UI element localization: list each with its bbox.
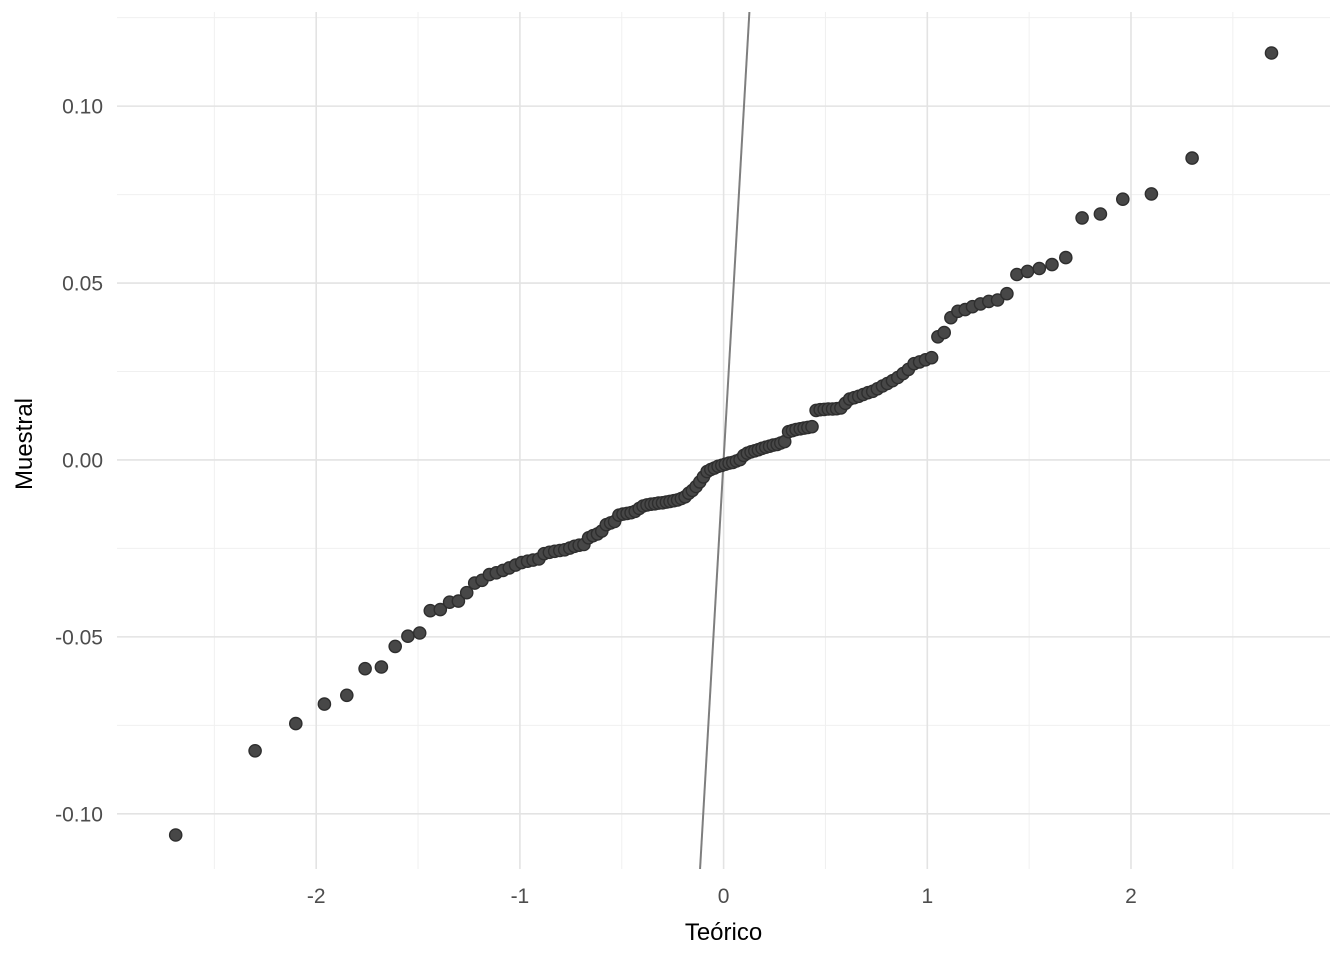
data-point (1093, 207, 1108, 221)
data-point (401, 629, 415, 644)
data-point (168, 828, 183, 842)
data-point (248, 744, 262, 758)
data-point (1264, 46, 1279, 60)
data-point (339, 688, 354, 703)
x-tick-label: 1 (921, 885, 933, 908)
data-point (1059, 250, 1073, 265)
x-axis-title: Teórico (685, 919, 762, 946)
y-tick-label: 0.00 (62, 449, 103, 472)
y-tick-label: -0.05 (55, 626, 103, 649)
data-point (805, 419, 819, 434)
data-point (288, 716, 303, 731)
data-point (1000, 286, 1014, 301)
grid-major-lines (117, 12, 1330, 869)
y-tick-label: -0.10 (55, 803, 103, 826)
data-point (1032, 261, 1047, 276)
identity-reference-line (699, 11, 751, 870)
x-tick-label: 0 (718, 885, 730, 908)
identity-reference-line-group (699, 11, 751, 870)
data-point (433, 602, 448, 617)
qq-points-group (168, 46, 1279, 842)
y-axis-tick-labels: 0.10 0.05 0.00 -0.05 -0.10 (55, 96, 103, 827)
data-point (1045, 257, 1059, 272)
data-point (388, 639, 403, 654)
data-point (1020, 264, 1035, 279)
x-axis-tick-labels: -2 -1 0 1 2 (307, 885, 1137, 908)
data-point (459, 585, 474, 600)
data-point (990, 293, 1005, 307)
data-point (1185, 151, 1199, 165)
y-tick-label: 0.05 (62, 273, 103, 296)
data-point (1144, 187, 1159, 201)
data-point (924, 350, 939, 365)
data-point (374, 660, 389, 674)
data-point (1116, 192, 1130, 206)
data-point (317, 697, 332, 711)
data-point (451, 594, 466, 608)
data-point (937, 325, 952, 340)
data-point (412, 626, 427, 640)
y-tick-label: 0.10 (62, 96, 103, 119)
x-tick-label: -2 (307, 885, 326, 908)
data-point (358, 661, 372, 676)
data-point (1075, 211, 1089, 225)
x-tick-label: -1 (511, 885, 530, 908)
x-tick-label: 2 (1125, 885, 1137, 908)
y-axis-title: Muestral (11, 398, 38, 490)
